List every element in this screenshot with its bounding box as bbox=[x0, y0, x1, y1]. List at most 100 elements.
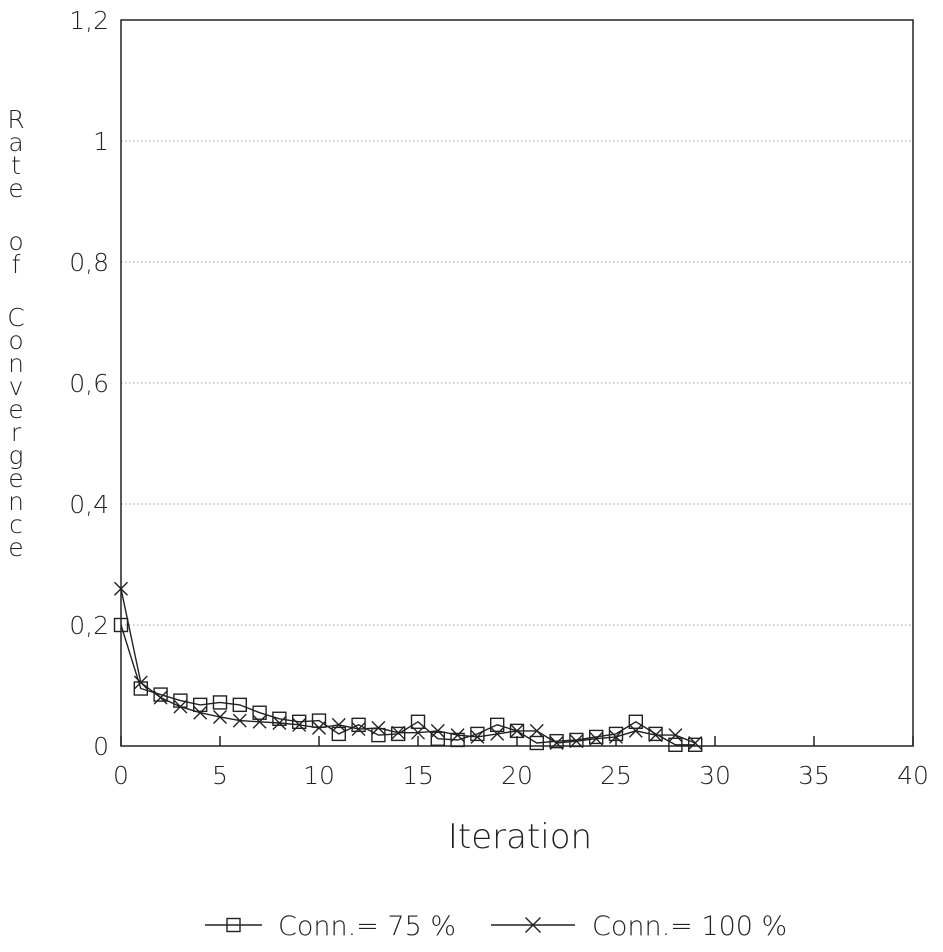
series-0-point-14 bbox=[391, 726, 406, 742]
series-1-point-9 bbox=[292, 717, 307, 732]
y-tick-label-0: 0 bbox=[93, 732, 109, 761]
y-axis-title-letter-5: o bbox=[8, 227, 23, 256]
series-0-point-29 bbox=[688, 737, 703, 752]
series-1-point-21 bbox=[529, 723, 544, 738]
gridlines bbox=[121, 140, 913, 626]
series-1-point-11 bbox=[331, 717, 346, 732]
legend: Conn.= 75 % Conn.= 100 % bbox=[205, 911, 787, 942]
series-0-point-6 bbox=[232, 697, 248, 713]
series-1-point-0 bbox=[114, 581, 128, 596]
x-tick-label-6: 30 bbox=[699, 761, 731, 790]
legend-label-1: Conn.= 100 % bbox=[592, 911, 787, 942]
x-tick-label-5: 25 bbox=[600, 761, 632, 790]
series-0-point-19 bbox=[490, 717, 505, 733]
series-1-point-20 bbox=[510, 723, 524, 738]
x-tick-label-1: 5 bbox=[212, 761, 228, 790]
y-axis-title-letter-14: g bbox=[8, 441, 23, 470]
series-0-point-24 bbox=[589, 729, 604, 745]
series-1-point-2 bbox=[153, 690, 168, 705]
series-1-point-26 bbox=[628, 723, 643, 738]
series-1-point-6 bbox=[232, 713, 247, 728]
x-tick-label-8: 40 bbox=[897, 761, 929, 790]
series-1-point-4 bbox=[193, 705, 208, 720]
series-1-point-19 bbox=[490, 726, 505, 741]
series-1-point-15 bbox=[411, 725, 425, 740]
series-1-point-5 bbox=[213, 709, 227, 724]
series-0-point-28 bbox=[668, 737, 683, 752]
series-1-point-29 bbox=[688, 735, 703, 750]
series-1-point-1 bbox=[133, 675, 148, 690]
series-1-point-3 bbox=[173, 699, 188, 714]
series-1-point-25 bbox=[609, 729, 623, 744]
y-tick-label-1: 0,2 bbox=[69, 611, 109, 640]
y-tick-label-5: 1 bbox=[93, 127, 109, 156]
y-axis-title-letter-13: r bbox=[11, 418, 22, 447]
y-tick-labels: 0 0,2 0,4 0,6 0,8 1 1,2 bbox=[69, 6, 109, 761]
y-axis-title-letter-9: o bbox=[8, 326, 23, 355]
series-0-point-4 bbox=[192, 697, 208, 713]
y-tick-label-2: 0,4 bbox=[69, 490, 109, 519]
x-tick-label-0: 0 bbox=[113, 761, 129, 790]
y-axis-title-letter-0: R bbox=[7, 105, 24, 134]
x-tick-labels: 0 5 10 15 20 25 30 35 40 bbox=[113, 761, 929, 790]
series-0-point-9 bbox=[292, 714, 307, 729]
y-axis-title-letter-10: n bbox=[8, 349, 24, 378]
series-1-point-7 bbox=[252, 714, 267, 729]
series-0-point-18 bbox=[470, 726, 485, 742]
y-axis-title-letter-3: e bbox=[8, 174, 23, 203]
series-1-point-10 bbox=[312, 720, 326, 735]
series-0-point-25 bbox=[608, 726, 624, 742]
series-1-point-18 bbox=[470, 729, 485, 744]
series-0-point-16 bbox=[430, 731, 445, 746]
legend-marker-0 bbox=[226, 917, 241, 933]
series-1-point-17 bbox=[450, 728, 465, 743]
series-1-point-13 bbox=[371, 720, 386, 735]
y-axis-title-letter-15: e bbox=[8, 464, 23, 493]
series-layer bbox=[113, 581, 703, 752]
legend-marker-1 bbox=[525, 917, 541, 933]
series-1-point-12 bbox=[351, 722, 366, 737]
series-0-point-17 bbox=[450, 732, 465, 748]
y-tick-label-3: 0,6 bbox=[69, 369, 109, 398]
y-axis-title-letter-12: e bbox=[8, 395, 23, 424]
series-0-point-21 bbox=[529, 735, 544, 751]
x-tick-label-4: 20 bbox=[501, 761, 533, 790]
series-1-point-22 bbox=[549, 735, 564, 750]
legend-item-1: Conn.= 100 % bbox=[491, 911, 787, 942]
x-tick-label-2: 10 bbox=[303, 761, 335, 790]
series-0-point-2 bbox=[153, 687, 168, 702]
series-1-point-24 bbox=[589, 731, 604, 746]
y-axis-title-letter-1: a bbox=[8, 128, 23, 157]
series-1-point-23 bbox=[569, 734, 584, 749]
y-axis-title-letter-17: c bbox=[9, 510, 23, 539]
y-tick-label-4: 0,8 bbox=[69, 248, 109, 277]
legend-item-0: Conn.= 75 % bbox=[205, 911, 456, 942]
x-axis-title: Iteration bbox=[448, 817, 592, 857]
series-1-point-16 bbox=[430, 723, 445, 738]
series-0-point-0 bbox=[113, 617, 129, 633]
series-0-point-8 bbox=[272, 711, 287, 726]
y-axis-title-letter-8: C bbox=[7, 303, 24, 332]
series-0 bbox=[113, 617, 703, 752]
series-1-point-8 bbox=[272, 716, 287, 731]
series-0-point-5 bbox=[212, 695, 228, 710]
series-1-point-27 bbox=[648, 728, 663, 743]
legend-label-0: Conn.= 75 % bbox=[278, 911, 456, 942]
series-1 bbox=[114, 581, 703, 750]
series-0-point-22 bbox=[549, 733, 564, 749]
y-axis-title-letter-16: n bbox=[8, 487, 24, 516]
series-0-point-26 bbox=[628, 714, 643, 729]
series-line-1 bbox=[120, 588, 696, 744]
series-0-point-15 bbox=[410, 714, 426, 729]
series-1-point-28 bbox=[668, 728, 683, 743]
series-0-point-7 bbox=[252, 705, 267, 720]
y-axis-title-letter-11: v bbox=[9, 372, 24, 401]
y-tick-label-6: 1,2 bbox=[69, 6, 109, 35]
series-0-point-12 bbox=[351, 717, 366, 733]
y-axis-title-letter-18: e bbox=[8, 533, 23, 562]
y-axis-title-letter-2: t bbox=[11, 151, 21, 180]
x-tick-label-7: 35 bbox=[798, 761, 830, 790]
y-axis-title-letter-6: f bbox=[12, 250, 21, 279]
